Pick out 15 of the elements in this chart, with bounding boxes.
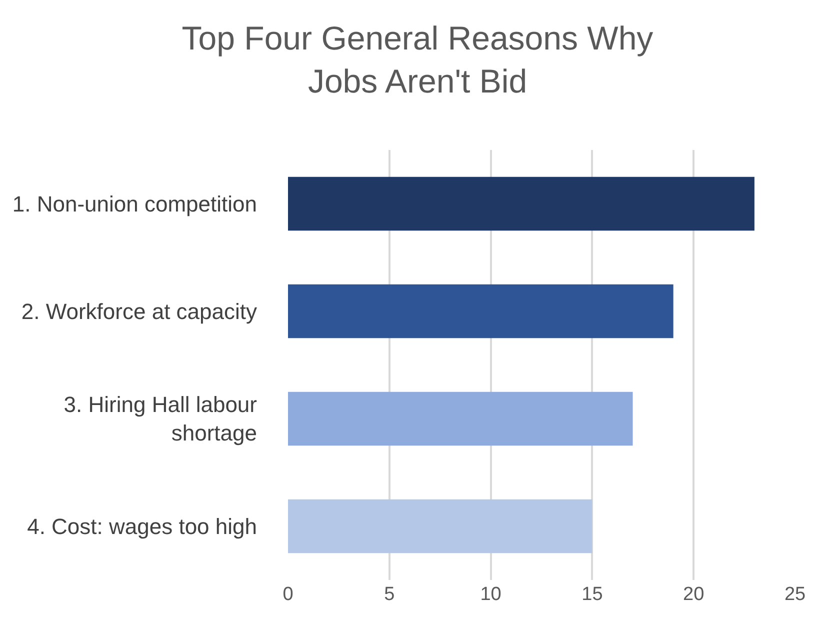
x-tick-label: 25	[784, 584, 806, 605]
x-tick-label: 20	[683, 584, 704, 605]
bar	[288, 499, 592, 554]
y-tick-label: 3. Hiring Hall labour shortage	[64, 392, 257, 446]
x-tick-label: 5	[384, 584, 395, 605]
y-tick-label: 2. Workforce at capacity	[21, 298, 257, 324]
bar	[288, 176, 754, 231]
y-tick-label: 4. Cost: wages too high	[27, 514, 257, 539]
bar	[288, 284, 674, 338]
x-tick-label: 15	[582, 584, 603, 605]
chart-title: Top Four General Reasons Why Jobs Aren't Bid	[182, 20, 654, 100]
x-tick-label: 0	[282, 584, 294, 605]
y-tick-label: 1. Non-union competition	[12, 191, 257, 216]
x-tick-label: 10	[480, 584, 502, 605]
bar	[288, 392, 633, 446]
